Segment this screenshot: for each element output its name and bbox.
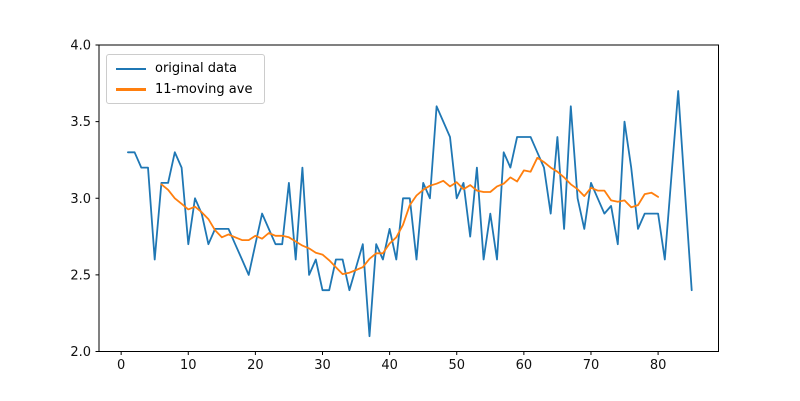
legend-item-original-data: original data <box>116 61 252 77</box>
x-tick-label: 50 <box>448 358 465 373</box>
legend-line-swatch-original <box>116 67 146 71</box>
y-tick-label: 2.5 <box>70 268 91 283</box>
y-tick-label: 3.5 <box>70 115 91 130</box>
legend: original data 11-moving ave <box>106 54 266 105</box>
x-tick-label: 60 <box>516 358 533 373</box>
moving-average-line <box>160 156 659 276</box>
x-tick-label: 70 <box>583 358 600 373</box>
x-tick-label: 20 <box>247 358 264 373</box>
x-tick-label: 0 <box>117 358 125 373</box>
x-tick-label: 80 <box>650 358 667 373</box>
x-tick-label: 40 <box>381 358 398 373</box>
y-tick-label: 4.0 <box>70 39 91 54</box>
original-data-line <box>127 90 693 338</box>
legend-label-moving-average: 11-moving ave <box>155 81 253 97</box>
y-tick-label: 2.0 <box>70 345 91 360</box>
legend-item-moving-average: 11-moving ave <box>116 82 252 98</box>
legend-line-swatch-moving-average <box>116 88 146 91</box>
y-tick-label: 3.0 <box>70 192 91 207</box>
x-tick-label: 10 <box>180 358 197 373</box>
x-tick-label: 30 <box>314 358 331 373</box>
legend-label-original: original data <box>155 61 238 76</box>
